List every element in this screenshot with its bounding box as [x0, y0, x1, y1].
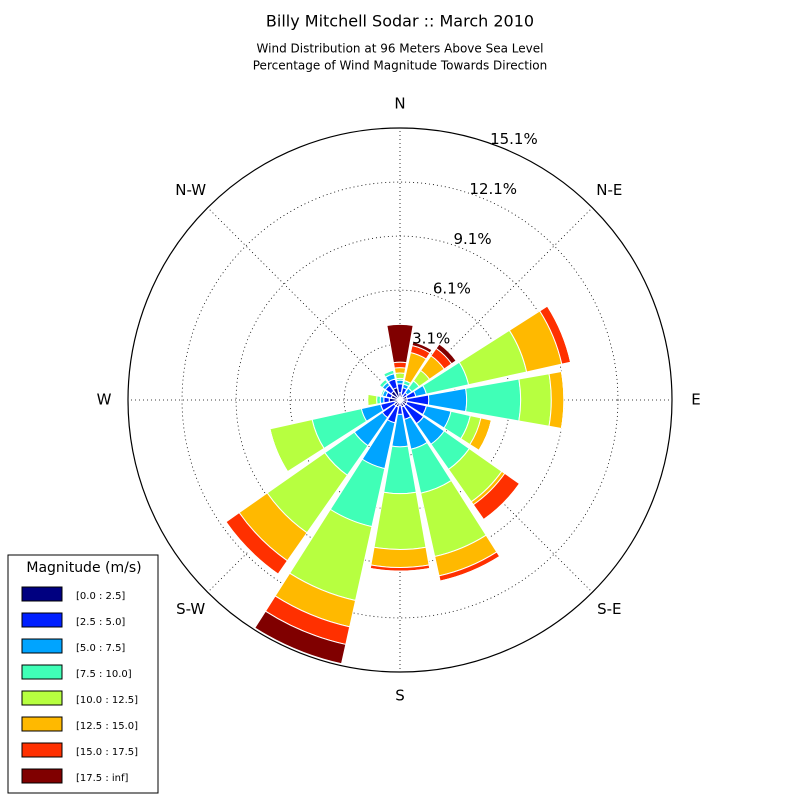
legend-label: [12.5 : 15.0] [76, 721, 138, 732]
bar-segment [370, 546, 430, 569]
direction-label: N-E [596, 181, 622, 199]
legend-swatch [21, 612, 63, 628]
r-tick-label: 3.1% [412, 330, 450, 348]
spoke [399, 207, 593, 401]
direction-label: N-W [175, 181, 206, 199]
bar-segment [380, 389, 384, 396]
bar-segment [394, 372, 406, 380]
direction-label: N [394, 95, 405, 113]
direction-label: E [691, 391, 700, 409]
spoke [207, 207, 401, 401]
bar-segment [478, 420, 492, 451]
legend-label: [0.0 : 2.5] [76, 591, 125, 602]
legend-swatch [21, 690, 63, 706]
legend-swatch [21, 664, 63, 680]
bar-segment [254, 610, 347, 665]
direction-label: S [395, 687, 405, 705]
bar-segment [367, 393, 378, 407]
legend: Magnitude (m/s) [0.0 : 2.5] [2.5 : 5.0] [5… [7, 554, 159, 794]
bar-segment [383, 396, 390, 404]
direction-label: S-E [597, 600, 621, 618]
legend-label: [2.5 : 5.0] [76, 617, 125, 628]
outer-ring [127, 127, 673, 673]
legend-label: [15.0 : 17.5] [76, 747, 138, 758]
legend-label: [7.5 : 10.0] [76, 669, 132, 680]
legend-label: [5.0 : 7.5] [76, 643, 125, 654]
r-tick-label: 12.1% [469, 180, 517, 198]
r-tick-label: 9.1% [454, 230, 492, 248]
chart-subtitle: Percentage of Wind Magnitude Towards Dir… [253, 59, 547, 73]
direction-label: W [97, 391, 112, 409]
bar-segment [269, 428, 288, 472]
bar-segment [373, 491, 427, 551]
legend-swatch [21, 638, 63, 654]
bar-segment [411, 341, 433, 354]
legend-label: [10.0 : 12.5] [76, 695, 138, 706]
legend-swatch [21, 742, 63, 758]
chart-subtitle: Wind Distribution at 96 Meters Above Sea… [257, 42, 544, 56]
axis-labels: N N-E E S-E S S-W W N-W 3.1% 6.1% 9.1% 12.1% 15.1% [97, 95, 701, 705]
bar-segment [548, 370, 565, 430]
bar-segment [393, 367, 407, 374]
bar-segment [435, 343, 457, 365]
bar-segment [378, 378, 386, 386]
direction-label: S-W [176, 600, 205, 618]
legend-label: [17.5 : inf] [76, 773, 129, 784]
bar-segment [465, 378, 522, 422]
legend-swatch [21, 586, 63, 602]
bar-segment [518, 373, 552, 427]
bars [225, 305, 572, 665]
grid-ring [181, 181, 619, 619]
legend-swatch [21, 768, 63, 784]
legend-swatch [21, 716, 63, 732]
r-tick-label: 15.1% [490, 130, 538, 148]
legend-title: Magnitude (m/s) [26, 560, 141, 576]
bar-segment [392, 361, 408, 369]
r-tick-label: 6.1% [433, 280, 471, 298]
bar-segment [483, 483, 520, 520]
chart-title: Billy Mitchell Sodar :: March 2010 [266, 12, 534, 31]
bar-segment [386, 323, 414, 364]
